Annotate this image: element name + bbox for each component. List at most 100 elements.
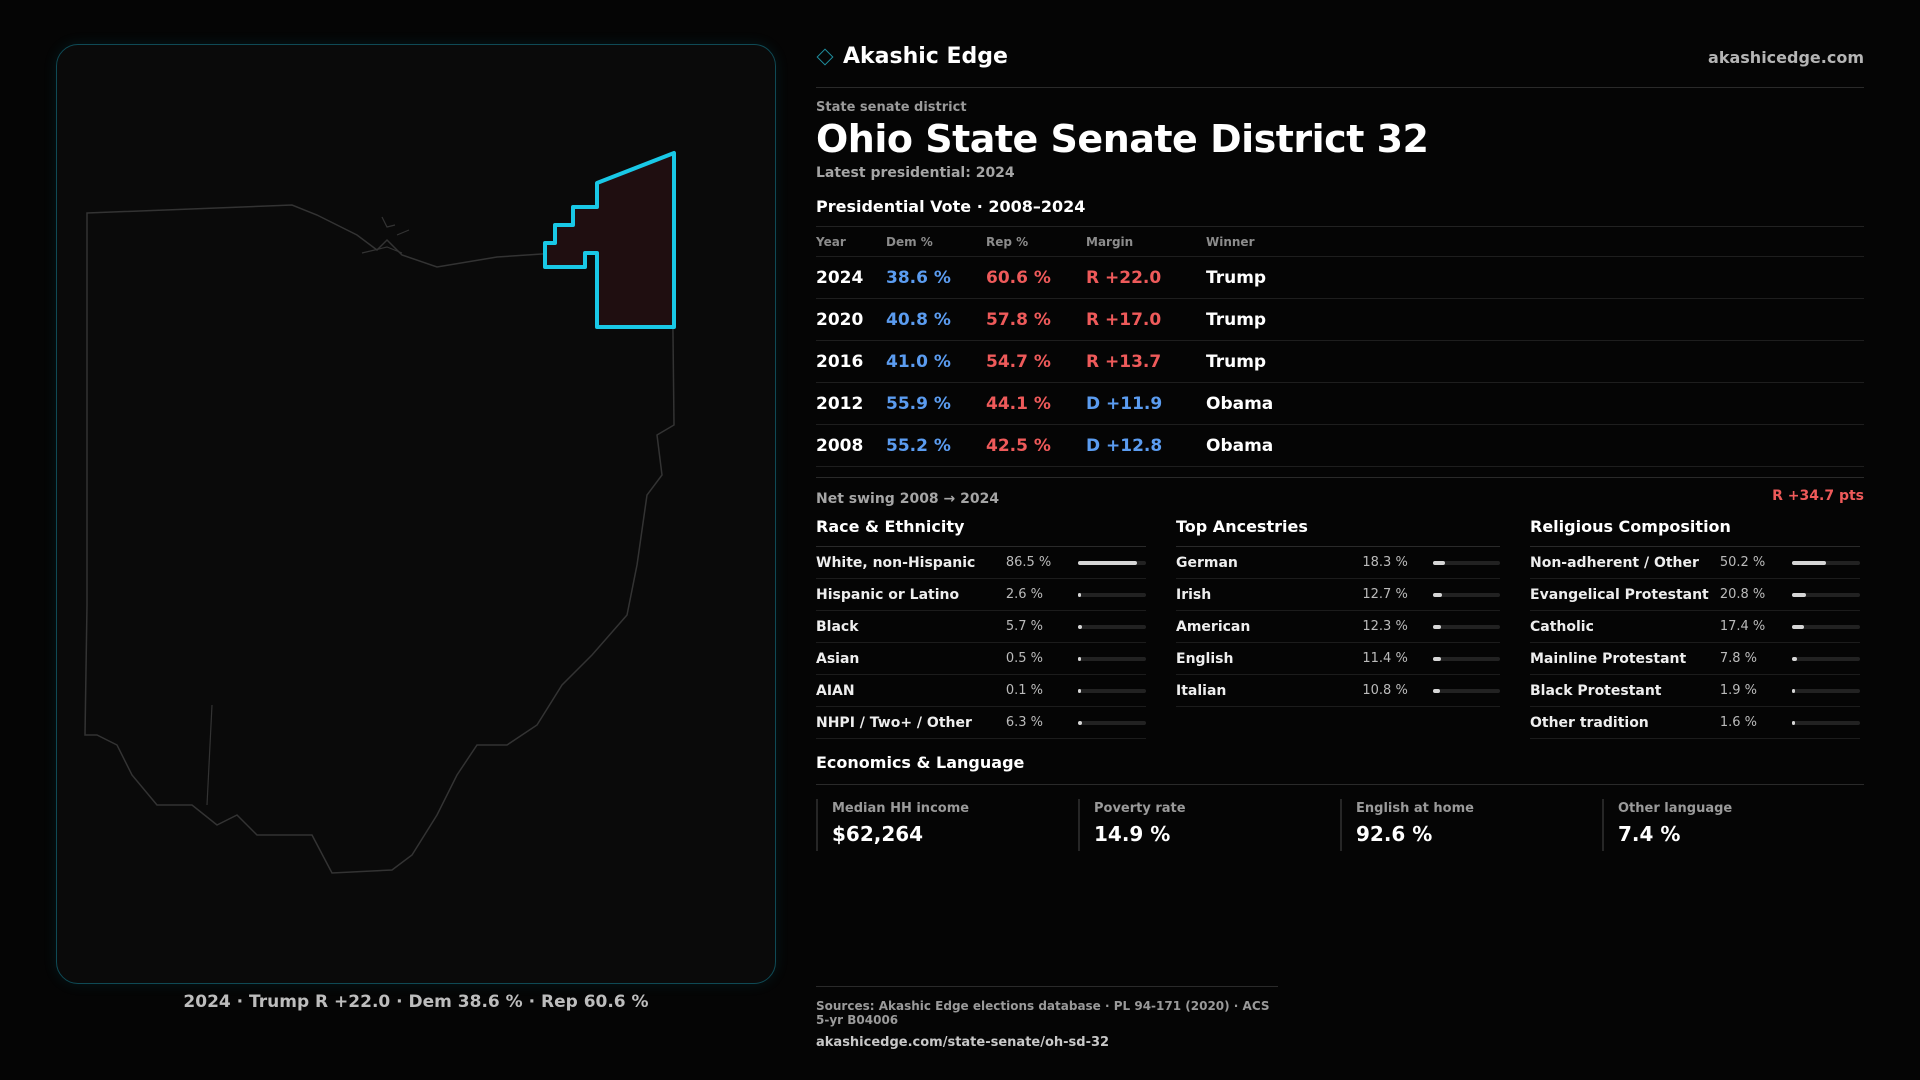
percent-bar-fill — [1791, 592, 1807, 597]
list-item: Other tradition 1.6 % — [1530, 707, 1860, 739]
percent-bar — [1791, 560, 1860, 565]
percent-bar-fill — [1077, 624, 1082, 629]
item-label: Catholic — [1530, 618, 1594, 635]
list-item: Evangelical Protestant 20.8 % — [1530, 579, 1860, 611]
winner-cell: Trump — [1206, 267, 1267, 288]
percent-bar-fill — [1791, 560, 1827, 565]
table-row: 2016 41.0 % 54.7 % R +13.7 Trump — [816, 341, 1864, 383]
item-percent: 1.9 % — [1719, 683, 1757, 698]
stat-label: Poverty rate — [1094, 801, 1186, 816]
percent-bar — [1433, 656, 1500, 661]
dem-cell: 40.8 % — [886, 309, 951, 330]
list-item: Non-adherent / Other 50.2 % — [1530, 547, 1860, 579]
lake-erie-islands — [361, 216, 410, 254]
page-url-link[interactable]: akashicedge.com/state-senate/oh-sd-32 — [816, 1035, 1110, 1050]
rep-cell: 57.8 % — [986, 309, 1051, 330]
table-row: 2008 55.2 % 42.5 % D +12.8 Obama — [816, 425, 1864, 467]
year-cell: 2024 — [816, 267, 864, 288]
economics-stats: Median HH income $62,264 Poverty rate 14… — [816, 799, 1864, 851]
item-percent: 11.4 % — [1362, 651, 1408, 666]
percent-bar-fill — [1433, 688, 1441, 693]
item-percent: 10.8 % — [1362, 683, 1408, 698]
col-rep-header: Rep % — [986, 234, 1029, 249]
percent-bar — [1433, 688, 1500, 693]
race-ethnicity-title: Race & Ethnicity — [816, 517, 1146, 547]
item-label: Other tradition — [1530, 714, 1649, 731]
diamond-logo-icon — [816, 48, 834, 65]
brand: Akashic Edge — [816, 44, 1008, 69]
ohio-state-outline — [84, 191, 675, 874]
percent-bar — [1433, 592, 1500, 597]
ancestry-section: Top Ancestries German 18.3 % Irish 12.7 % Am… — [1176, 517, 1500, 739]
item-percent: 1.6 % — [1719, 715, 1757, 730]
map-caption: 2024 · Trump R +22.0 · Dem 38.6 % · Rep … — [183, 992, 649, 1012]
percent-bar-fill — [1077, 560, 1137, 565]
rep-cell: 60.6 % — [986, 267, 1051, 288]
list-item: English 11.4 % — [1176, 643, 1500, 675]
page-title: Ohio State Senate District 32 — [816, 117, 1429, 161]
site-link[interactable]: akashicedge.com — [1708, 48, 1864, 67]
margin-cell: R +17.0 — [1086, 309, 1162, 330]
stat-value: $62,264 — [832, 822, 924, 846]
percent-bar-fill — [1433, 592, 1442, 597]
item-percent: 50.2 % — [1719, 555, 1766, 570]
list-item: American 12.3 % — [1176, 611, 1500, 643]
demographics-columns: Race & Ethnicity White, non-Hispanic 86.5… — [816, 517, 1864, 739]
dem-cell: 38.6 % — [886, 267, 951, 288]
item-percent: 17.4 % — [1719, 619, 1766, 634]
item-label: NHPI / Two+ / Other — [816, 714, 972, 731]
margin-cell: D +12.8 — [1086, 435, 1163, 456]
col-year-header: Year — [816, 234, 846, 249]
stat-label: English at home — [1356, 801, 1474, 816]
percent-bar — [1791, 688, 1860, 693]
presidential-vote-title: Presidential Vote · 2008–2024 — [816, 197, 1086, 216]
item-percent: 5.7 % — [1005, 619, 1043, 634]
margin-cell: D +11.9 — [1086, 393, 1163, 414]
item-label: Non-adherent / Other — [1530, 554, 1699, 571]
percent-bar — [1433, 560, 1500, 565]
list-item: White, non-Hispanic 86.5 % — [816, 547, 1146, 579]
item-label: English — [1176, 650, 1234, 667]
list-item: Catholic 17.4 % — [1530, 611, 1860, 643]
item-label: Asian — [816, 650, 860, 667]
col-winner-header: Winner — [1206, 234, 1255, 249]
stat-label: Median HH income — [832, 801, 970, 816]
ohio-map-svg — [84, 151, 676, 874]
district-type: State senate district — [816, 100, 967, 115]
item-percent: 12.3 % — [1362, 619, 1408, 634]
year-cell: 2012 — [816, 393, 864, 414]
brand-name: Akashic Edge — [843, 44, 1008, 69]
rep-cell: 54.7 % — [986, 351, 1051, 372]
percent-bar — [1077, 656, 1146, 661]
dem-cell: 55.2 % — [886, 435, 951, 456]
item-label: White, non-Hispanic — [816, 554, 976, 571]
table-header: Year Dem % Rep % Margin Winner — [816, 227, 1864, 257]
item-label: Evangelical Protestant — [1530, 586, 1709, 603]
list-item: AIAN 0.1 % — [816, 675, 1146, 707]
item-percent: 18.3 % — [1362, 555, 1408, 570]
inner-line — [206, 704, 213, 806]
percent-bar — [1077, 688, 1146, 693]
item-percent: 0.5 % — [1005, 651, 1043, 666]
percent-bar-fill — [1791, 624, 1804, 629]
stat-value: 92.6 % — [1356, 822, 1433, 846]
economics-title: Economics & Language — [816, 753, 1864, 785]
percent-bar-fill — [1077, 720, 1083, 725]
percent-bar-fill — [1791, 688, 1795, 693]
percent-bar — [1791, 720, 1860, 725]
district-details: Akashic Edge akashicedge.com State senat… — [816, 44, 1864, 851]
district-boundary — [543, 151, 676, 329]
table-row: 2020 40.8 % 57.8 % R +17.0 Trump — [816, 299, 1864, 341]
stat-other-language: Other language 7.4 % — [1602, 799, 1864, 851]
item-label: Mainline Protestant — [1530, 650, 1687, 667]
list-item: Irish 12.7 % — [1176, 579, 1500, 611]
rep-cell: 42.5 % — [986, 435, 1051, 456]
item-percent: 20.8 % — [1719, 587, 1766, 602]
percent-bar-fill — [1791, 656, 1798, 661]
percent-bar-fill — [1077, 688, 1081, 693]
item-percent: 7.8 % — [1719, 651, 1757, 666]
col-dem-header: Dem % — [886, 234, 933, 249]
stat-value: 14.9 % — [1094, 822, 1171, 846]
col-margin-header: Margin — [1086, 234, 1134, 249]
item-percent: 0.1 % — [1005, 683, 1043, 698]
